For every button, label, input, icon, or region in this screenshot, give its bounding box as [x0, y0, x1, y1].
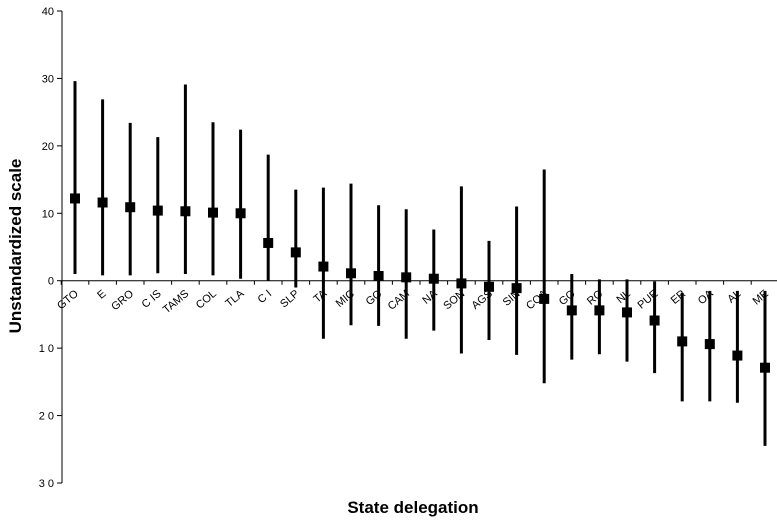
- data-point: [428, 273, 439, 284]
- y-axis-title: Unstandardized scale: [6, 159, 25, 334]
- category-label: PUE: [635, 288, 660, 312]
- category-label: RO: [585, 288, 606, 308]
- data-point: [456, 278, 467, 289]
- data-point: [152, 205, 163, 216]
- data-point: [539, 293, 550, 304]
- data-point: [566, 305, 577, 316]
- y-tick-label: 0: [48, 276, 54, 288]
- category-label: SON: [441, 288, 467, 313]
- category-label: MIC: [334, 288, 357, 310]
- data-point: [346, 268, 356, 279]
- y-tick-label: 1 0: [39, 343, 54, 355]
- category-label: SLP: [278, 288, 302, 311]
- data-point: [180, 206, 191, 217]
- category-label: GO: [364, 288, 385, 308]
- category-label: CAM: [386, 288, 412, 313]
- data-point: [594, 305, 605, 316]
- data-point: [263, 237, 274, 248]
- data-point: [622, 307, 632, 318]
- data-point: [677, 336, 688, 347]
- data-point: [760, 362, 770, 373]
- data-point: [704, 339, 715, 350]
- category-label: GTO: [55, 288, 81, 313]
- category-label: C I: [256, 288, 274, 306]
- data-point: [373, 270, 384, 281]
- category-label: GO: [557, 288, 578, 308]
- data-point: [484, 281, 494, 292]
- data-point: [70, 193, 80, 204]
- data-point: [732, 350, 743, 361]
- data-point: [125, 202, 136, 213]
- x-axis-title: State delegation: [347, 498, 478, 517]
- y-tick-label: 40: [42, 6, 54, 18]
- category-label: GRO: [109, 288, 136, 314]
- category-label: TA: [311, 287, 329, 305]
- y-tick-label: 30: [42, 73, 54, 85]
- category-label: ER: [669, 288, 688, 307]
- data-point: [401, 272, 412, 283]
- data-points: [70, 193, 770, 373]
- category-label: TLA: [223, 287, 247, 310]
- category-label: TAMS: [161, 288, 192, 316]
- category-label: NA: [420, 287, 440, 306]
- category-label: COL: [194, 288, 219, 312]
- y-ticks: 40 30 20 10 0 1 0 2 0 3 0: [39, 6, 62, 490]
- data-point: [649, 315, 660, 326]
- data-point: [318, 261, 329, 272]
- category-label: OA: [696, 287, 716, 307]
- category-label: AL: [725, 288, 743, 306]
- error-bars: [73, 81, 767, 446]
- y-tick-label: 3 0: [39, 478, 54, 490]
- y-tick-label: 2 0: [39, 411, 54, 423]
- data-point: [290, 247, 301, 258]
- data-point: [97, 197, 108, 208]
- axes: [60, 11, 777, 483]
- data-point: [511, 283, 522, 294]
- y-tick-label: 20: [42, 141, 54, 153]
- data-point: [235, 208, 246, 219]
- y-tick-label: 10: [42, 208, 54, 220]
- category-label: NL: [614, 288, 632, 306]
- category-label: E: [95, 288, 108, 302]
- category-label: COA: [524, 287, 550, 312]
- category-label: ME: [751, 288, 771, 308]
- data-point: [208, 207, 218, 218]
